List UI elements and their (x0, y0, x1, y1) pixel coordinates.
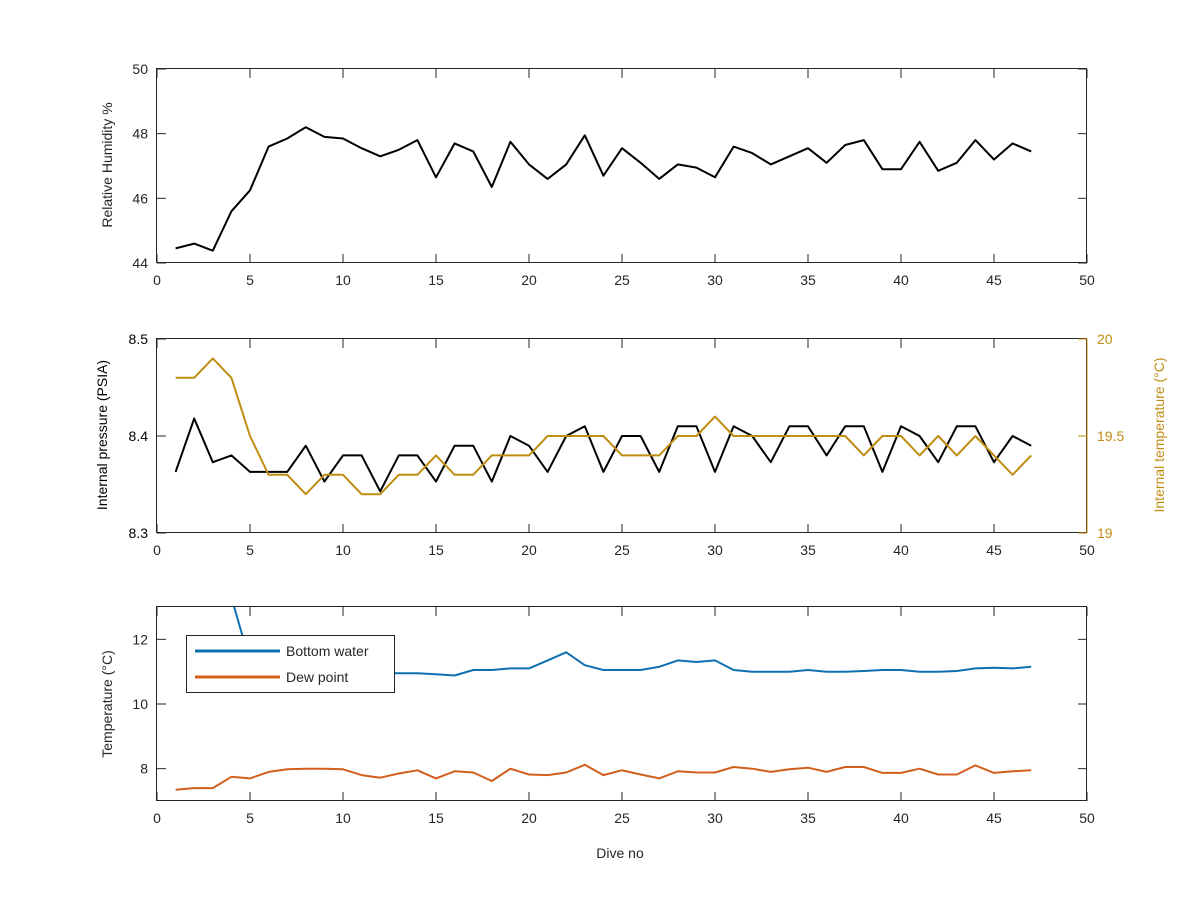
x-tick-label: 50 (1079, 810, 1095, 826)
x-tick-label: 50 (1079, 542, 1095, 558)
y2-tick-label: 20 (1097, 331, 1113, 347)
x-tick-label: 0 (153, 810, 161, 826)
legend-box (186, 635, 395, 693)
x-tick-label: 25 (614, 542, 630, 558)
x-tick-label: 40 (893, 542, 909, 558)
y-tick-label: 12 (132, 631, 148, 647)
x-tick-label: 10 (335, 542, 351, 558)
x-tick-label: 15 (428, 272, 444, 288)
y-tick-label: 48 (132, 126, 148, 142)
x-tick-label: 10 (335, 810, 351, 826)
x-tick-label: 30 (707, 272, 723, 288)
dew-point-line (175, 763, 1032, 791)
y-tick-label: 10 (132, 696, 148, 712)
x-tick-label: 0 (153, 272, 161, 288)
y2-tick-label: 19 (1097, 525, 1113, 541)
series-0-line (174, 417, 1032, 493)
x-tick-label: 35 (800, 272, 816, 288)
humidity-y-label: Relative Humidity % (99, 102, 115, 227)
x-tick-label: 35 (800, 810, 816, 826)
x-tick-label: 5 (246, 810, 254, 826)
internal-temperature-y-label: Internal temperature (°C) (1151, 358, 1167, 513)
x-tick-label: 5 (246, 542, 254, 558)
y2-tick-label: 19.5 (1097, 428, 1124, 444)
y-tick-label: 8.4 (129, 428, 149, 444)
series-0-line (175, 126, 1032, 252)
y-tick-label: 46 (132, 190, 148, 206)
legend-label-dew-point: Dew point (286, 669, 348, 685)
x-tick-label: 5 (246, 272, 254, 288)
x-tick-label: 20 (521, 542, 537, 558)
series-1-line (175, 357, 1032, 496)
x-tick-label: 15 (428, 542, 444, 558)
x-tick-label: 40 (893, 810, 909, 826)
y-tick-label: 8.5 (129, 331, 149, 347)
x-tick-label: 15 (428, 810, 444, 826)
x-tick-label: 25 (614, 810, 630, 826)
x-tick-label: 30 (707, 542, 723, 558)
legend-label-bottom-water: Bottom water (286, 643, 369, 659)
y-tick-label: 50 (132, 61, 148, 77)
humidity-axes-box (156, 68, 1087, 263)
temperature-panel: 0 5 10 15 20 25 30 35 40 45 50 8 10 12 Temperature (°… (99, 606, 1095, 861)
x-tick-label: 50 (1079, 272, 1095, 288)
y-tick-label: 44 (132, 255, 148, 271)
x-tick-label: 35 (800, 542, 816, 558)
y-tick-label: 8.3 (129, 525, 149, 541)
x-tick-label: 10 (335, 272, 351, 288)
pressure-y-label: Internal pressure (PSIA) (94, 360, 110, 510)
x-tick-label: 40 (893, 272, 909, 288)
y-tick-label: 8 (140, 761, 148, 777)
temperature-y-label: Temperature (°C) (99, 650, 115, 758)
x-tick-label: 45 (986, 810, 1002, 826)
x-axis-label: Dive no (596, 845, 644, 861)
x-tick-label: 45 (986, 542, 1002, 558)
x-tick-label: 45 (986, 272, 1002, 288)
x-tick-label: 0 (153, 542, 161, 558)
pressure-temperature-panel: 0 5 10 15 20 25 30 35 40 45 50 8.3 8.4 8.5 19 19.5 20 In… (94, 331, 1167, 558)
legend: Bottom water Dew point (186, 635, 395, 693)
x-tick-label: 20 (521, 272, 537, 288)
x-tick-label: 30 (707, 810, 723, 826)
x-tick-label: 25 (614, 272, 630, 288)
x-tick-label: 20 (521, 810, 537, 826)
humidity-panel: 0 5 10 15 20 25 30 35 40 45 50 44 46 48 50 Relative Hu… (99, 61, 1095, 288)
